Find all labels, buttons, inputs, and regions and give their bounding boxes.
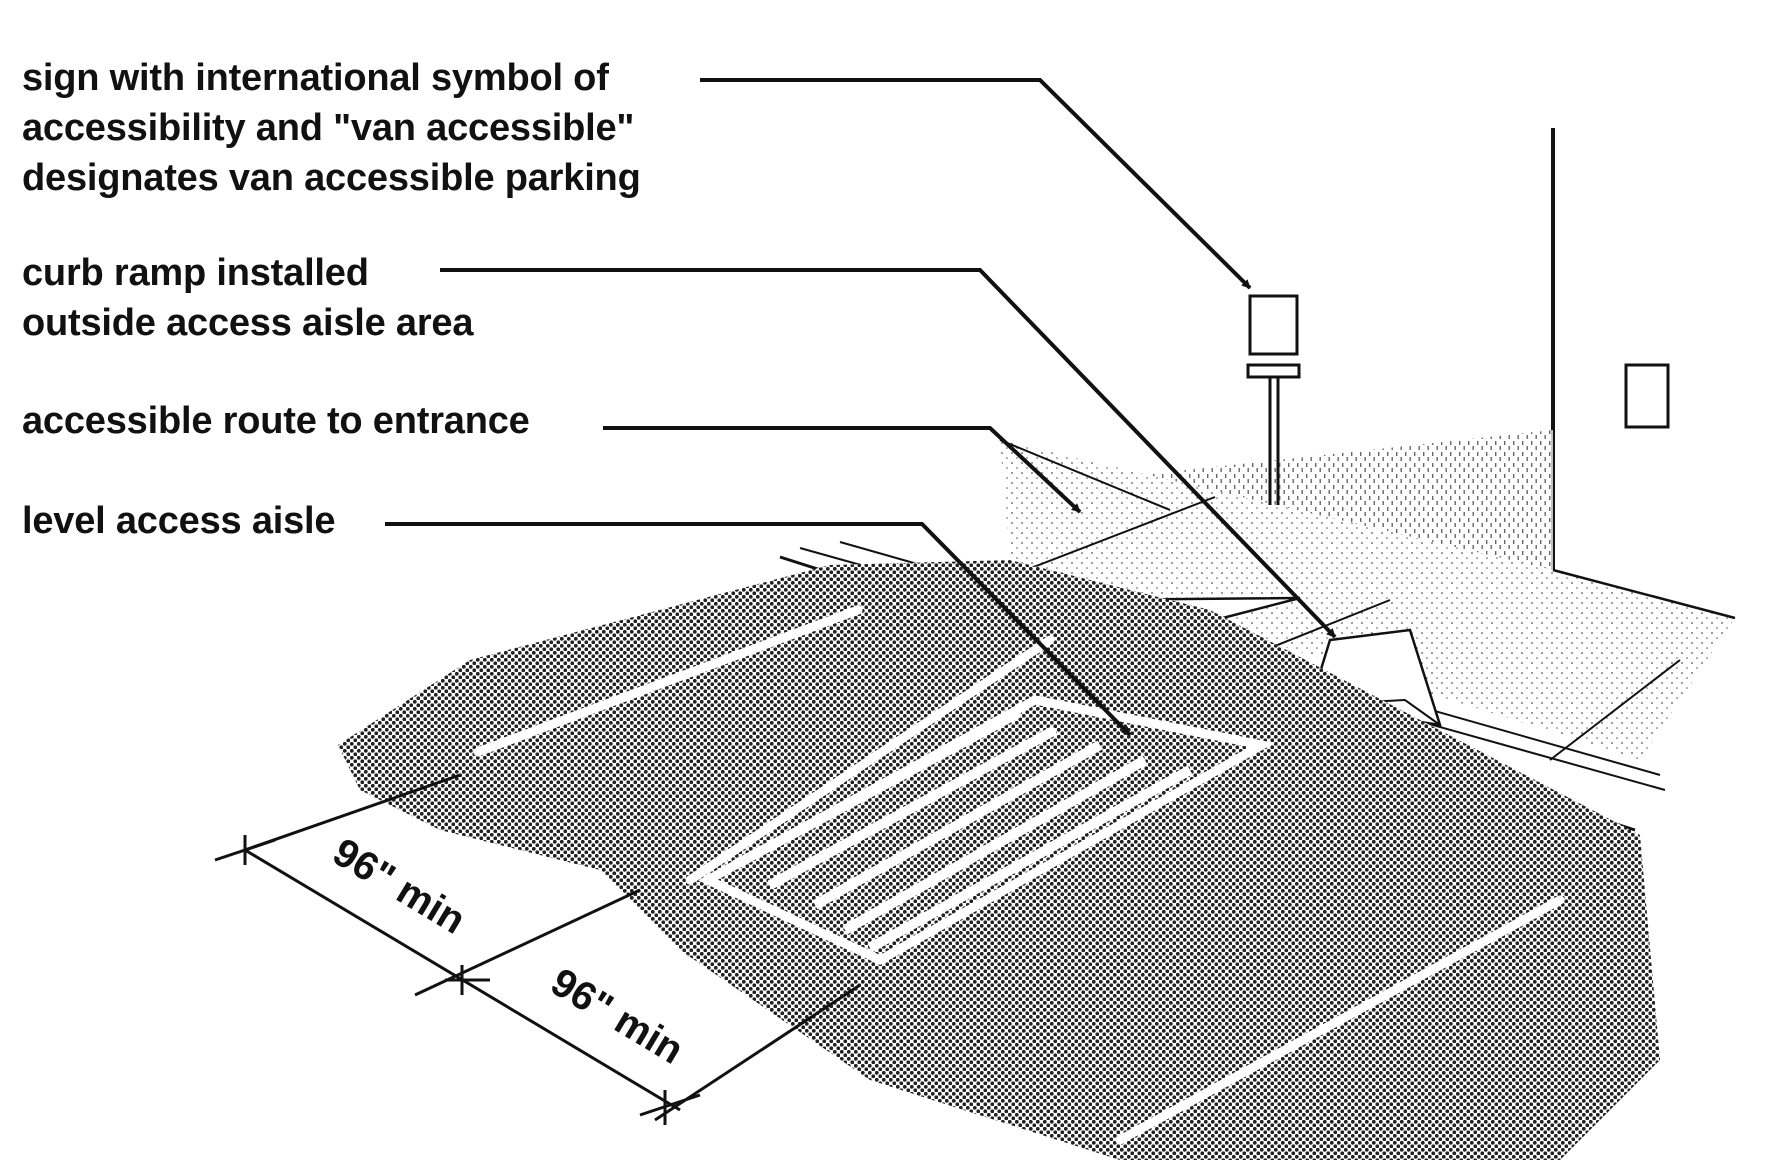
access-aisle-dimension: 96" min: [543, 960, 691, 1073]
sign-leader: [700, 78, 1252, 290]
access-aisle-callout-line-1: level access aisle: [22, 500, 336, 542]
parking-lot: [338, 560, 1660, 1160]
parking-space-dimension: 96" min: [325, 830, 473, 943]
accessible-route-callout-label: accessible route to entrance: [22, 396, 530, 446]
curb-ramp-callout-line-2: outside access aisle area: [22, 302, 474, 344]
sign-callout-line-1: sign with international symbol of: [22, 57, 609, 99]
access-aisle-hatching: [698, 695, 1275, 966]
access-aisle-callout-label: level access aisle: [22, 496, 336, 546]
wall-plate: [1624, 363, 1670, 429]
building-wall: [1140, 128, 1670, 570]
dimension-lines: [214, 773, 861, 1125]
sidewalk: [999, 439, 1736, 761]
leader-lines: [385, 78, 1337, 737]
accessible-route-callout-line-1: accessible route to entrance: [22, 400, 530, 442]
curb-ramp-leader: [440, 268, 1337, 639]
parking-stripes: [473, 605, 1565, 1145]
sign-callout-label: sign with international symbol of access…: [22, 53, 641, 203]
sign-callout-line-3: designates van accessible parking: [22, 157, 641, 199]
route-leader: [603, 426, 1082, 514]
aisle-leader: [385, 522, 1132, 737]
curb-ramp-callout-line-1: curb ramp installed: [22, 252, 369, 294]
van-accessible-sign: [1246, 294, 1301, 505]
curb-ramp-callout-label: curb ramp installed outside access aisle…: [22, 248, 474, 348]
sign-callout-line-2: accessibility and "van accessible": [22, 107, 635, 149]
